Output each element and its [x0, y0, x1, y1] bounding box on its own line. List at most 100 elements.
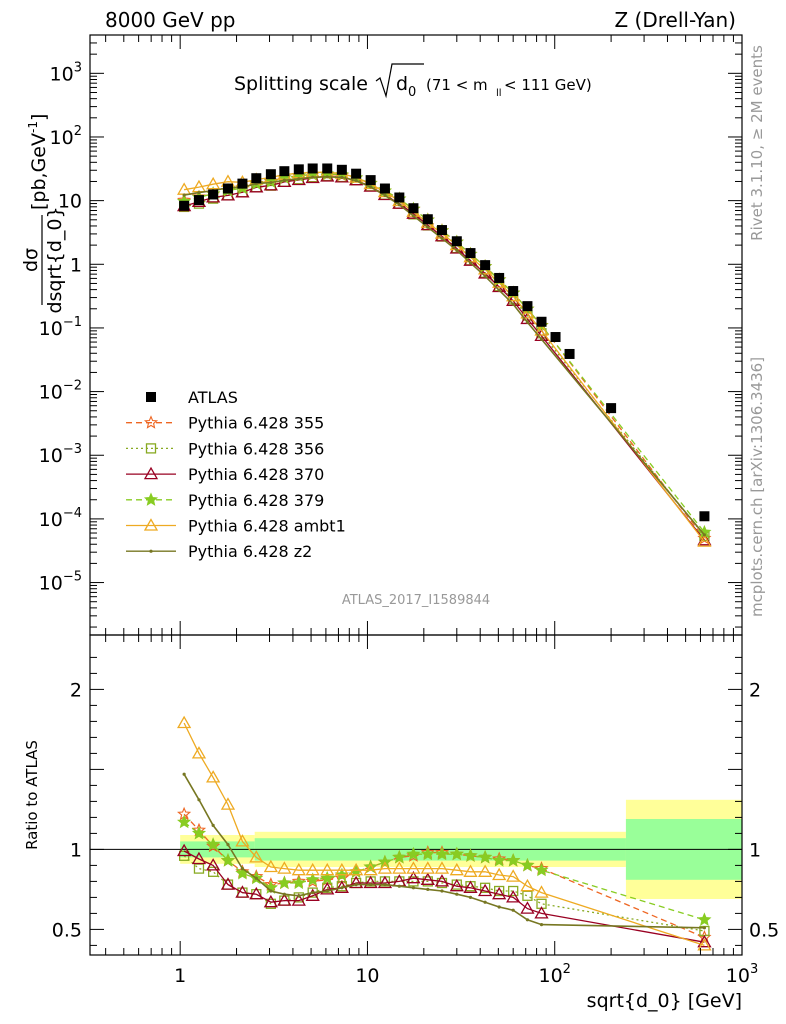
y-ratio-tick-label-right-base: 1 [749, 839, 761, 861]
legend-entry: Pythia 6.428 370 [126, 465, 324, 484]
atlas-data-point [265, 169, 276, 180]
legend-entry: Pythia 6.428 ambt1 [126, 517, 346, 536]
main-plot-series [177, 163, 712, 547]
legend-label: ATLAS [188, 388, 238, 407]
y-ratio-tick-label-base: 0.5 [52, 919, 82, 941]
plot-title-cut-end: < 111 GeV) [504, 76, 592, 94]
legend-entry: Pythia 6.428 356 [126, 439, 324, 458]
atlas-data-point [237, 178, 248, 189]
series-3-ratio-point [492, 886, 507, 900]
series-5-ratio-point [320, 862, 335, 876]
y-axis-title-units: [pb,GeV-1] [26, 114, 50, 210]
rivet-version-label: Rivet 3.1.10, ≥ 2M events [748, 45, 766, 241]
y-main-tick-label-base: 10 [39, 318, 63, 340]
series-3-ratio-line [183, 850, 705, 943]
atlas-data-point [536, 316, 547, 327]
series-6-main-point [354, 178, 358, 183]
y-main-tick-label: 10 [58, 191, 82, 213]
series-4-ratio-point [177, 814, 192, 829]
series-4-ratio-point [434, 846, 450, 861]
legend-marker [149, 549, 153, 553]
series-6-ratio-point [539, 923, 544, 927]
atlas-data-point [422, 214, 433, 225]
series-6-ratio-point [483, 900, 487, 904]
series-6-ratio-point [282, 892, 286, 896]
plot-title-subscript: 0 [408, 85, 416, 100]
series-3-ratio-point [420, 872, 435, 885]
y-main-tick-label-exp: −3 [63, 442, 82, 457]
series-6-main-point [340, 175, 344, 179]
series-6-main-point [426, 225, 430, 229]
x-tick-label: 1 [174, 965, 186, 987]
legend-entry: Pythia 6.428 z2 [126, 542, 312, 561]
plot-title-cut: (71 < m [426, 76, 488, 94]
y-axis-title-units-text: [pb,GeV [28, 133, 50, 210]
ratio-plot-series [177, 715, 712, 951]
series-6-ratio-point [340, 886, 344, 890]
atlas-data-point [480, 260, 491, 271]
y-main-tick-label: 10−2 [39, 379, 82, 404]
series-5-ratio-point [305, 862, 320, 876]
series-3-ratio-point [305, 888, 320, 901]
series-6-main-point [411, 214, 416, 218]
series-3-main-point [697, 532, 712, 546]
series-6-main-point [511, 302, 515, 306]
series-6-ratio-point [297, 894, 301, 898]
series-3-ratio-point [478, 883, 493, 897]
series-6-main-point [497, 288, 501, 292]
series-3-ratio-point [363, 875, 378, 889]
series-6-main-point [455, 248, 459, 252]
atlas-data-point [451, 236, 462, 247]
legend-entry: Pythia 6.428 379 [126, 491, 324, 510]
y-main-tick-label-exp: 3 [74, 60, 82, 75]
series-3-ratio-point [377, 875, 393, 889]
series-3-ratio-point [434, 874, 450, 887]
atlas-data-point [699, 511, 710, 522]
series-6-main-point [440, 236, 444, 240]
atlas-data-point [208, 189, 219, 200]
axis-ticks: 1 10 102 10310−510−410−310−210−11101021030.… [39, 34, 779, 987]
series-6-ratio-point [440, 889, 444, 893]
y-ratio-tick-label: 1 [70, 839, 82, 861]
y-ratio-tick-label: 2 [70, 679, 82, 701]
series-6-ratio-point [702, 926, 707, 930]
series-5-ratio-point [377, 861, 393, 874]
atlas-data-point [222, 183, 233, 194]
sqrt-symbol [375, 63, 424, 99]
series-3-ratio-point [520, 901, 535, 914]
series-5-ratio-point [520, 878, 535, 892]
series-5-ratio-point [235, 834, 250, 847]
mcplots-reference-label: mcplots.cern.ch [arXiv:1306.3436] [748, 357, 766, 617]
x-tick-label: 10 [355, 965, 379, 987]
atlas-data-point [522, 301, 533, 312]
series-3-ratio-point [406, 870, 421, 884]
series-3-ratio-point [235, 885, 250, 898]
series-3-ratio-point [534, 906, 549, 919]
series-5-ratio-line [183, 722, 705, 947]
x-tick-label-exp: 2 [563, 962, 571, 977]
series-6-ratio-point [325, 889, 329, 893]
series-2-ratio-point [408, 876, 419, 887]
series-4-ratio-point [520, 857, 535, 872]
series-6-main-point [525, 320, 530, 324]
series-4-ratio-point [697, 912, 712, 926]
atlas-data-point [564, 348, 575, 359]
atlas-data-point [508, 286, 519, 297]
atlas-data-point [351, 168, 362, 179]
series-6-main-point [369, 185, 373, 189]
y-main-tick-label-base: 10 [39, 573, 63, 595]
legend-marker [146, 392, 156, 402]
series-4-ratio-point [420, 846, 435, 861]
legend-label: Pythia 6.428 z2 [188, 542, 312, 561]
y-main-tick-label: 10−5 [39, 570, 82, 595]
series-6-main-point [325, 175, 329, 179]
series-6-main-point [182, 193, 186, 197]
series-3-ratio-point [206, 858, 221, 871]
series-6-ratio-point [311, 891, 315, 895]
legend-marker [143, 466, 159, 480]
series-2-ratio-point [522, 890, 533, 901]
series-3-ratio-point [449, 878, 464, 892]
series-6-ratio-point [226, 843, 230, 847]
series-5-ratio-point [349, 862, 364, 876]
